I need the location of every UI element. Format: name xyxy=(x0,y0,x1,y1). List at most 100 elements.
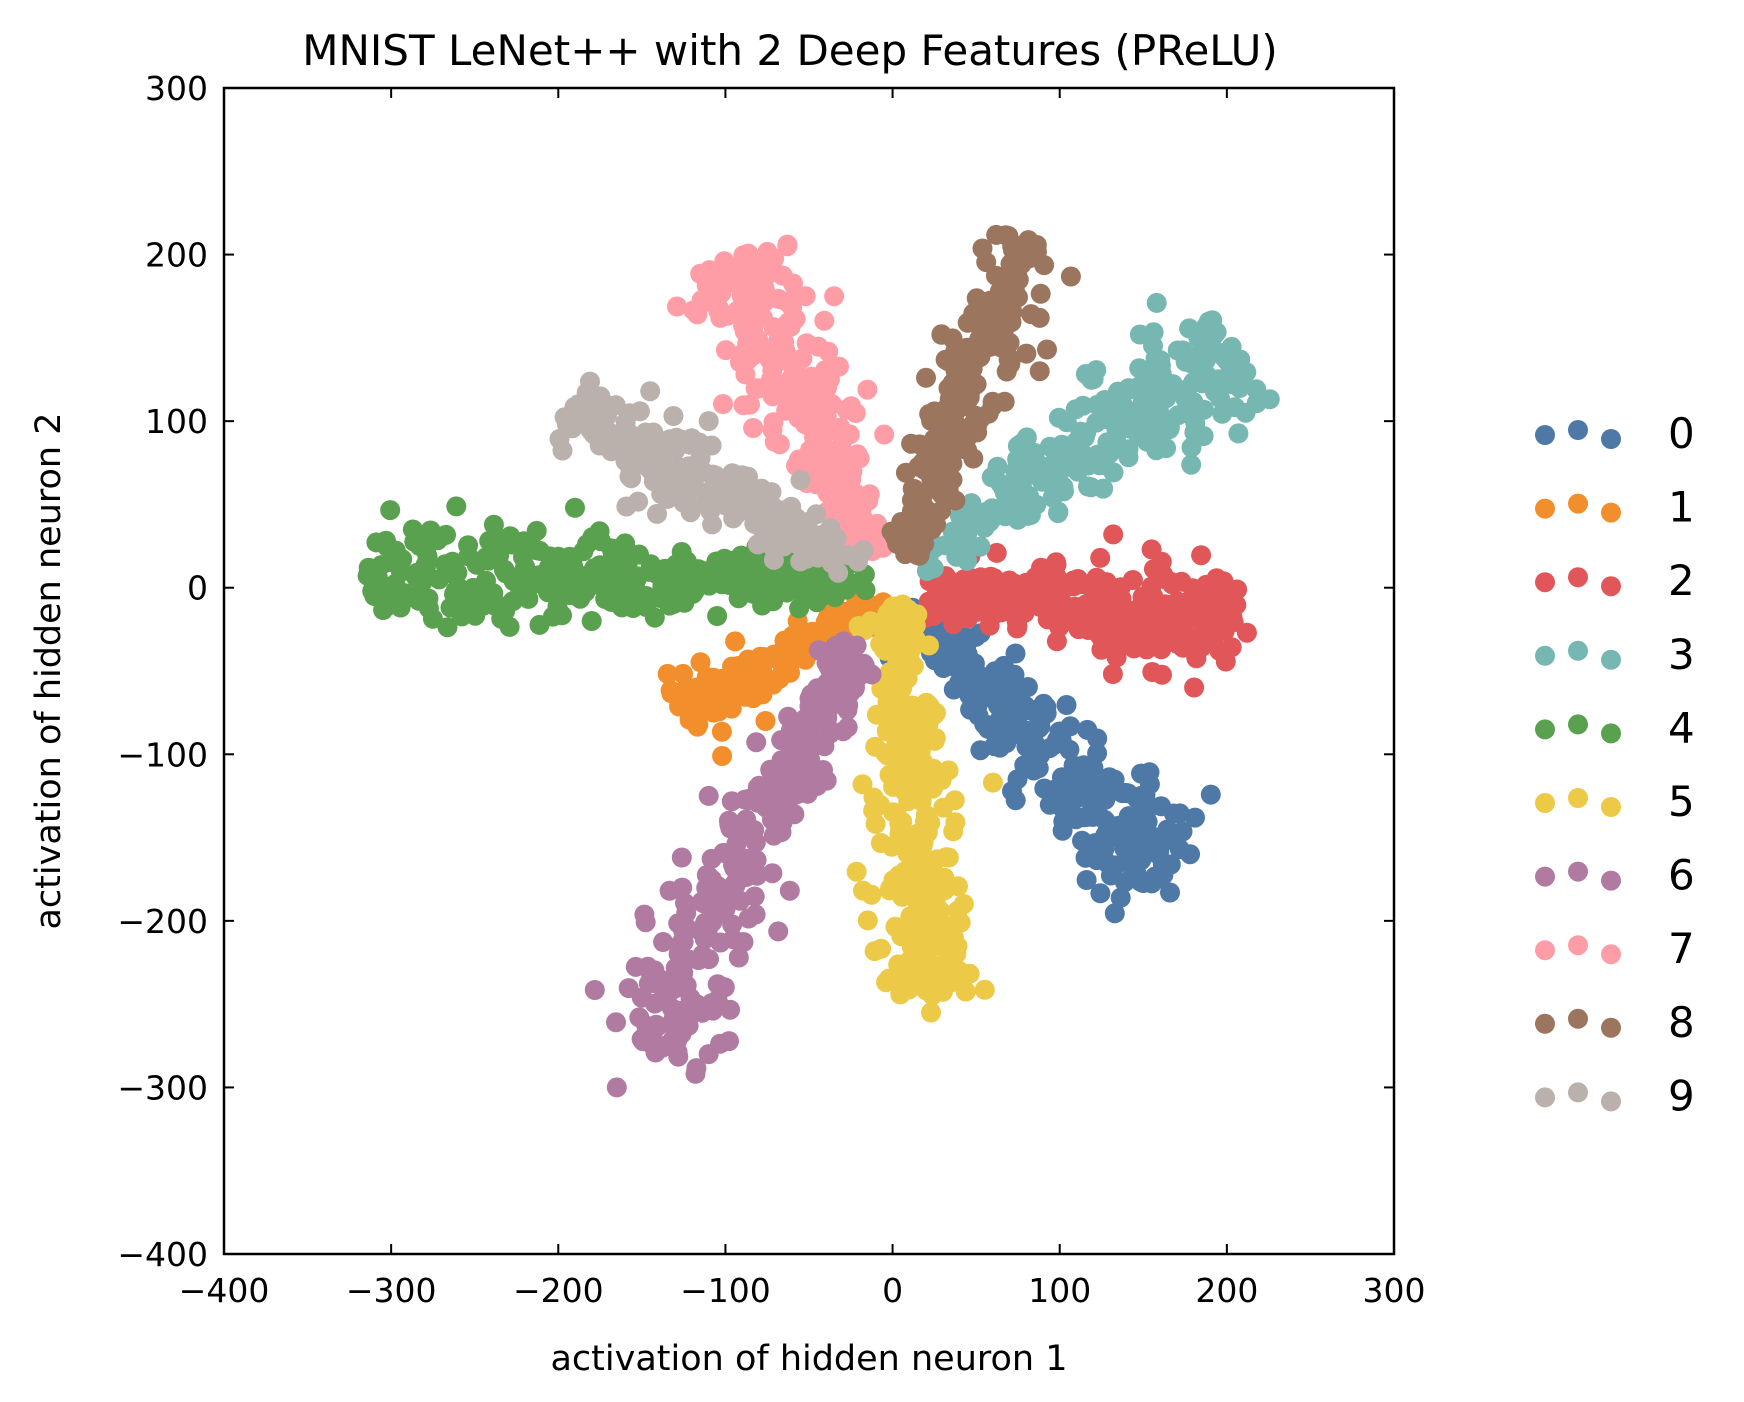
data-point xyxy=(1024,732,1045,753)
data-point xyxy=(891,512,912,532)
data-point xyxy=(635,449,656,470)
data-point xyxy=(698,263,719,284)
data-point xyxy=(1181,454,1202,475)
data-point xyxy=(1053,799,1074,819)
data-point xyxy=(842,487,863,508)
data-point xyxy=(694,893,715,914)
data-point xyxy=(589,555,610,576)
data-point xyxy=(826,420,847,441)
data-point xyxy=(1005,275,1025,296)
data-point xyxy=(1177,379,1198,400)
data-point xyxy=(889,662,910,683)
data-point xyxy=(673,663,693,684)
data-point xyxy=(943,679,964,700)
legend-marker xyxy=(1535,425,1555,445)
data-point xyxy=(815,699,836,720)
data-point xyxy=(699,949,719,970)
data-point xyxy=(1146,292,1167,313)
data-point xyxy=(657,663,678,684)
data-point xyxy=(673,920,694,941)
data-point xyxy=(948,876,968,897)
data-point xyxy=(801,366,822,387)
data-point xyxy=(857,910,878,931)
data-point xyxy=(1137,811,1158,832)
data-point xyxy=(886,803,907,823)
data-point xyxy=(1140,598,1161,618)
data-point xyxy=(1131,763,1151,784)
data-point xyxy=(902,612,923,633)
data-point xyxy=(706,551,727,572)
data-point xyxy=(668,1046,689,1067)
legend-label: 5 xyxy=(1668,777,1695,826)
data-point xyxy=(1083,806,1103,827)
data-point xyxy=(737,819,757,840)
data-point xyxy=(833,631,854,652)
data-point xyxy=(824,286,845,307)
legend-marker xyxy=(1535,940,1555,961)
data-point xyxy=(631,431,652,452)
data-point xyxy=(1169,803,1190,824)
data-point xyxy=(1039,738,1060,759)
data-point xyxy=(745,904,766,925)
data-point xyxy=(808,585,829,606)
data-point xyxy=(1005,790,1026,811)
data-point xyxy=(994,391,1015,412)
data-point xyxy=(1087,743,1108,764)
data-point xyxy=(810,735,831,755)
data-point xyxy=(901,433,922,454)
data-point xyxy=(738,790,759,811)
data-point xyxy=(937,351,958,372)
legend-marker xyxy=(1535,1013,1555,1034)
data-point xyxy=(987,456,1008,477)
legend-marker xyxy=(1601,1017,1621,1038)
data-point xyxy=(763,825,784,846)
data-point xyxy=(838,677,859,698)
x-tick-label: 200 xyxy=(1195,1271,1258,1310)
data-point xyxy=(1054,481,1074,502)
data-point xyxy=(816,673,837,694)
data-point xyxy=(953,352,974,373)
data-point xyxy=(719,1031,739,1052)
data-point xyxy=(499,616,520,637)
data-point xyxy=(762,360,783,381)
data-point xyxy=(658,983,679,1004)
data-point xyxy=(704,284,725,304)
data-point xyxy=(768,921,789,942)
data-point xyxy=(698,411,719,432)
legend-marker xyxy=(1568,1008,1588,1029)
data-point xyxy=(937,949,958,970)
data-point xyxy=(594,573,615,594)
data-point xyxy=(605,425,626,446)
data-point xyxy=(1047,458,1068,479)
legend-marker xyxy=(1601,944,1621,965)
data-point xyxy=(643,471,664,492)
series-3 xyxy=(908,292,1280,581)
data-point xyxy=(1186,648,1207,669)
data-point xyxy=(404,531,425,552)
data-point xyxy=(957,440,978,460)
data-point xyxy=(675,893,695,914)
data-point xyxy=(745,378,766,399)
data-point xyxy=(920,812,941,833)
data-point xyxy=(358,557,379,578)
data-point xyxy=(980,290,1001,311)
data-point xyxy=(1118,447,1139,468)
data-point xyxy=(701,848,722,869)
data-point xyxy=(1208,384,1229,405)
data-point xyxy=(1088,771,1109,792)
data-point xyxy=(846,861,867,882)
data-point xyxy=(1015,242,1036,263)
data-point xyxy=(640,381,661,402)
data-point xyxy=(1191,368,1212,389)
y-tick-label: 100 xyxy=(145,402,208,441)
data-point xyxy=(1103,524,1124,545)
data-point xyxy=(1160,854,1181,875)
data-point xyxy=(1007,436,1028,457)
data-point xyxy=(1017,458,1038,479)
data-point xyxy=(859,484,880,505)
data-point xyxy=(640,554,661,575)
data-point xyxy=(1214,342,1235,363)
data-point xyxy=(852,774,873,795)
data-point xyxy=(986,224,1007,245)
data-point xyxy=(917,442,938,463)
